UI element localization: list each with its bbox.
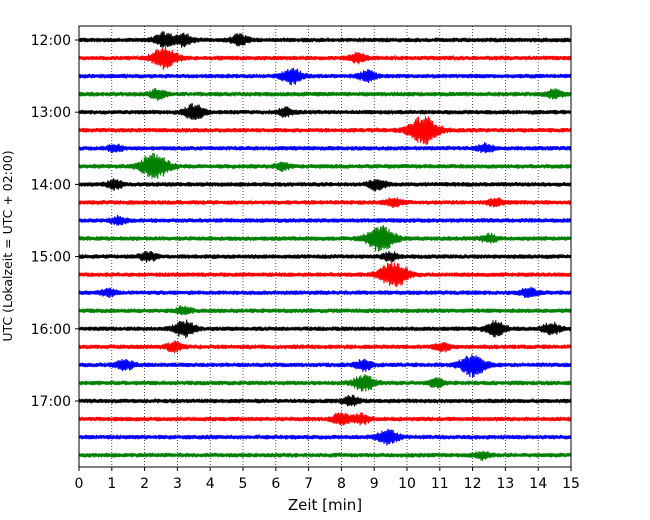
x-tick-label: 14 bbox=[529, 476, 547, 492]
trace-line bbox=[78, 450, 572, 461]
x-tick-label: 3 bbox=[173, 476, 182, 492]
trace-line bbox=[78, 152, 572, 179]
y-tick-label: 17:00 bbox=[31, 394, 71, 410]
x-tick-label: 10 bbox=[398, 476, 416, 492]
trace-line bbox=[78, 225, 572, 252]
x-axis-ticks: 0 1 2 3 4 5 6 7 8 9 10 11 12 13 14 15 bbox=[75, 467, 580, 492]
trace-line bbox=[78, 142, 572, 154]
x-axis-label: Zeit [min] bbox=[288, 496, 362, 514]
trace-line bbox=[78, 428, 572, 446]
trace-line bbox=[78, 261, 572, 288]
y-axis-label: UTC (Lokalzeit = UTC + 02:00) bbox=[0, 150, 15, 341]
trace-line bbox=[78, 116, 572, 145]
x-tick-label: 11 bbox=[431, 476, 449, 492]
y-tick-label: 12:00 bbox=[31, 33, 71, 49]
trace-line bbox=[78, 178, 572, 192]
trace-line bbox=[78, 67, 572, 86]
x-tick-label: 8 bbox=[337, 476, 346, 492]
x-tick-label: 9 bbox=[370, 476, 379, 492]
x-tick-label: 4 bbox=[206, 476, 215, 492]
y-tick-label: 14:00 bbox=[31, 177, 71, 193]
trace-line bbox=[78, 286, 572, 298]
trace-line bbox=[78, 305, 572, 316]
x-tick-label: 15 bbox=[562, 476, 580, 492]
trace-line bbox=[78, 319, 572, 339]
trace-line bbox=[78, 412, 572, 426]
trace-line bbox=[78, 87, 572, 101]
trace-line bbox=[78, 354, 572, 378]
x-tick-label: 0 bbox=[75, 476, 84, 492]
trace-line bbox=[78, 340, 572, 353]
y-axis-ticks: 12:00 13:00 14:00 15:00 16:00 17:00 bbox=[31, 33, 79, 410]
y-tick-label: 13:00 bbox=[31, 105, 71, 121]
trace-line bbox=[78, 214, 572, 226]
seismic-traces bbox=[78, 31, 572, 461]
plot-frame bbox=[78, 25, 572, 468]
trace-line bbox=[78, 46, 572, 70]
trace-line bbox=[78, 250, 572, 263]
y-tick-label: 16:00 bbox=[31, 322, 71, 338]
trace-line bbox=[78, 103, 572, 120]
x-tick-label: 2 bbox=[140, 476, 149, 492]
trace-line bbox=[78, 373, 572, 392]
y-tick-label: 15:00 bbox=[31, 250, 71, 266]
x-tick-label: 13 bbox=[496, 476, 514, 492]
x-tick-label: 5 bbox=[239, 476, 248, 492]
x-tick-label: 1 bbox=[107, 476, 116, 492]
x-tick-label: 6 bbox=[271, 476, 280, 492]
trace-line bbox=[78, 394, 572, 407]
plot-background bbox=[79, 26, 571, 467]
x-tick-label: 12 bbox=[464, 476, 482, 492]
x-tick-label: 7 bbox=[304, 476, 313, 492]
trace-line bbox=[78, 31, 572, 48]
trace-line bbox=[78, 197, 572, 208]
